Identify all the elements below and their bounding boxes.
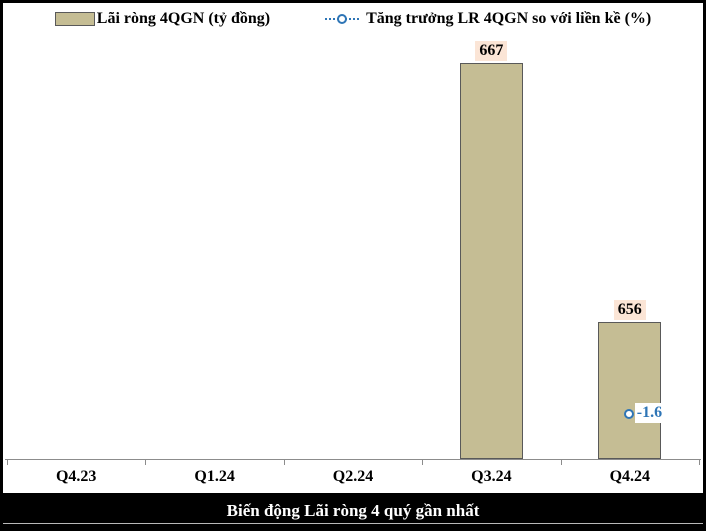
line-series-legend-label: Tăng trưởng LR 4QGN so với liền kề (%): [366, 10, 652, 27]
x-axis-tick: [560, 460, 562, 465]
x-axis-tick: [145, 460, 147, 465]
legend-item-bar-series: Lãi ròng 4QGN (tỷ đồng): [54, 10, 271, 28]
chart-title-band: Biến động Lãi ròng 4 quý gần nhất: [3, 493, 703, 528]
bar-series-legend-label: Lãi ròng 4QGN (tỷ đồng): [96, 10, 271, 27]
x-axis-label: Q1.24: [194, 468, 235, 485]
open-circle-marker-icon: [337, 14, 348, 24]
x-axis-line: [5, 459, 701, 460]
bar-value-label: 656: [613, 300, 646, 321]
growth-point-marker-icon: [623, 409, 634, 419]
bar-value-label: 667: [475, 41, 508, 62]
x-axis-tick: [422, 460, 424, 465]
x-axis-tick: [7, 460, 8, 465]
bar-q4.24: [598, 322, 662, 459]
chart-title: Biến động Lãi ròng 4 quý gần nhất: [226, 500, 480, 520]
x-axis-tick: [283, 460, 285, 465]
line-series-marker-icon: [325, 14, 360, 25]
x-axis-label: Q4.24: [609, 468, 651, 485]
chart-legend: Lãi ròng 4QGN (tỷ đồng) Tăng trưởng LR 4…: [3, 10, 703, 28]
plot-area: Q4.23 Q1.24 Q2.24 Q3.24 667 Q4.24 656 -1.6: [3, 3, 703, 528]
x-axis-tick: [699, 460, 700, 465]
bar-series-swatch-icon: [54, 12, 95, 26]
x-axis-label: Q3.24: [471, 468, 512, 485]
title-band-divider: [3, 523, 703, 524]
growth-value-label: -1.6: [634, 403, 665, 423]
x-axis-label: Q2.24: [332, 468, 374, 485]
legend-item-line-series: Tăng trưởng LR 4QGN so với liền kề (%): [325, 10, 651, 28]
bar-q3.24: [459, 63, 523, 459]
x-axis-label: Q4.23: [55, 468, 97, 485]
